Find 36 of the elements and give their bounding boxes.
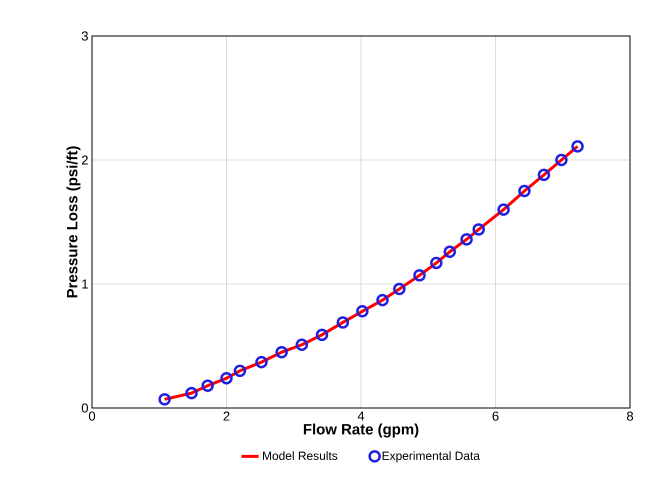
x-tick-label: 8 (626, 412, 634, 421)
x-tick-label: 0 (88, 412, 96, 421)
x-axis-title: Flow Rate (gpm) (304, 424, 418, 438)
y-tick-label: 1 (82, 280, 88, 288)
y-tick-label: 0 (82, 403, 88, 413)
y-tick-label: 2 (82, 155, 88, 165)
point (220, 372, 233, 384)
y-tick-label: 3 (82, 31, 88, 41)
point (356, 305, 369, 318)
point (255, 356, 268, 368)
y-axis-title: Pressure Loss (psi/ft) (66, 146, 80, 298)
point (444, 246, 456, 258)
point (413, 269, 426, 282)
x-tick-label: 6 (492, 412, 499, 421)
point (185, 386, 198, 400)
point (158, 393, 171, 406)
point (275, 346, 288, 358)
point (538, 168, 550, 182)
point (296, 338, 308, 351)
point (201, 379, 214, 392)
x-tick-label: 4 (358, 412, 364, 420)
legend-label: Model Results (263, 451, 338, 460)
point (393, 282, 406, 296)
point (555, 154, 568, 166)
point (430, 256, 443, 270)
point (336, 316, 350, 329)
point (472, 223, 485, 236)
point (497, 203, 510, 216)
point (460, 233, 473, 246)
point (518, 184, 531, 198)
point (571, 140, 584, 153)
point (316, 328, 328, 342)
legend-label: Experimental Data (382, 451, 480, 462)
x-tick-label: 2 (224, 412, 230, 421)
point (376, 294, 389, 306)
point (234, 364, 246, 378)
